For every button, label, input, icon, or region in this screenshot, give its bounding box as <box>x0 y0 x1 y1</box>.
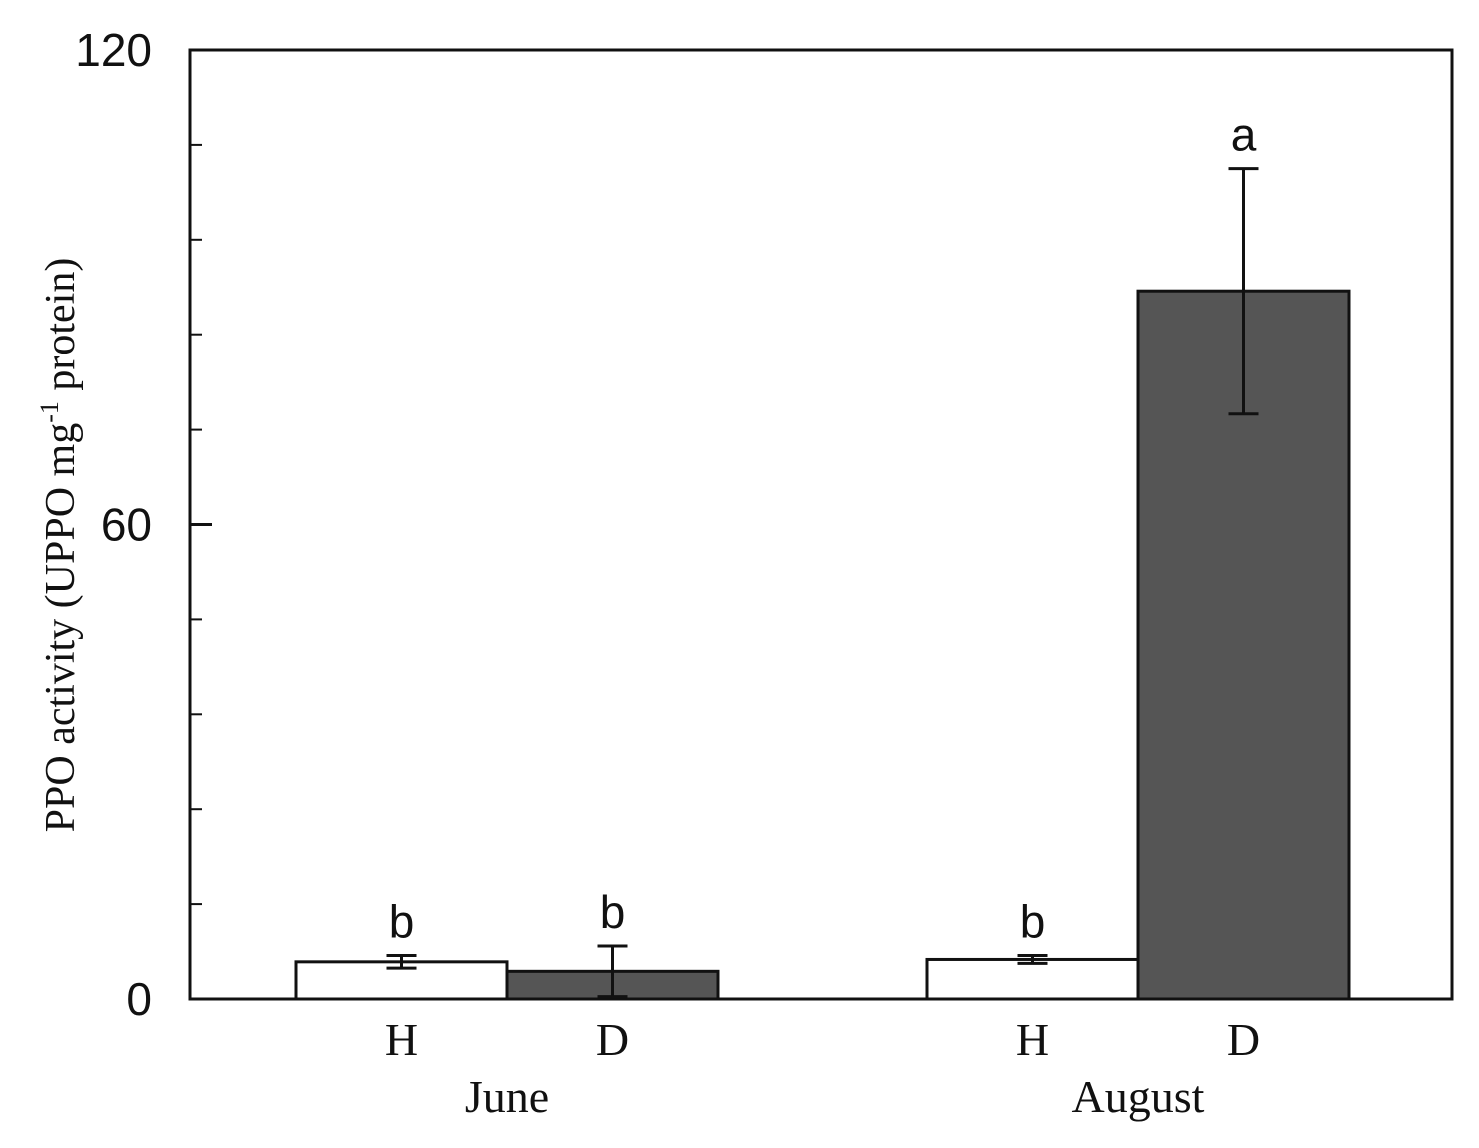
significance-label: b <box>1020 896 1046 948</box>
bars <box>294 289 1351 1001</box>
category-label: D <box>1227 1014 1260 1065</box>
y-axis-label-suffix: protein) <box>38 258 84 401</box>
significance-label: b <box>389 896 415 948</box>
y-axis: 0 60 120 <box>75 24 212 1025</box>
significance-label: b <box>600 886 626 938</box>
error-bars <box>386 167 1259 999</box>
y-tick-label: 0 <box>126 973 152 1025</box>
category-label: H <box>385 1014 418 1065</box>
significance-label: a <box>1231 109 1257 161</box>
group-label: June <box>465 1071 549 1122</box>
bar <box>1136 289 1351 1001</box>
category-label: D <box>596 1014 629 1065</box>
bar <box>925 957 1140 1001</box>
category-label: H <box>1016 1014 1049 1065</box>
y-tick-label: 120 <box>75 24 152 76</box>
labels: b Hb D June b Ha D August <box>385 109 1260 1122</box>
y-tick-label: 60 <box>101 499 152 551</box>
y-axis-label: PPO activity (UPPO mg-1 protein) <box>35 258 84 833</box>
group-label: August <box>1072 1071 1205 1122</box>
y-axis-label-prefix: PPO activity (UPPO mg <box>38 423 84 833</box>
y-axis-label-superscript: -1 <box>35 401 64 423</box>
